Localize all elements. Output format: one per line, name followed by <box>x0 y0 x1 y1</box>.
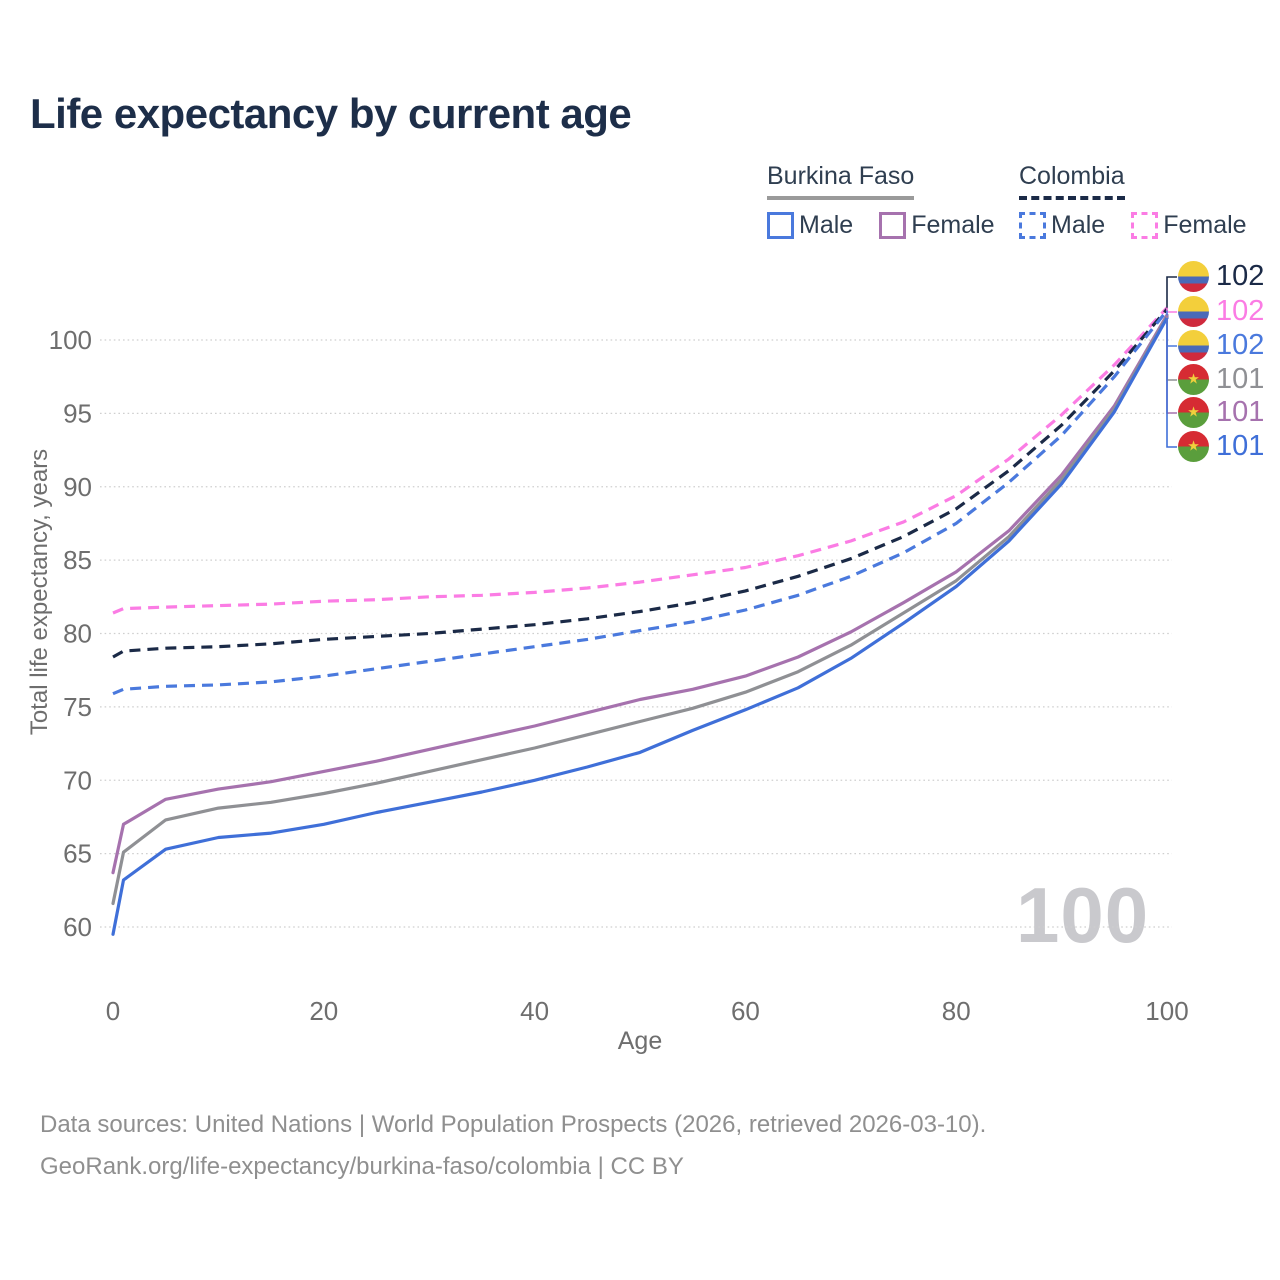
end-label-connectors <box>1166 276 1177 448</box>
y-axis-label: Total life expectancy, years <box>26 449 53 735</box>
bf-male-label: Male <box>799 211 854 239</box>
bf-female-swatch-icon <box>879 212 907 239</box>
connector-colombia-female <box>1166 307 1177 313</box>
y-tick-80: 80 <box>63 619 92 649</box>
y-axis-ticks: 60 65 70 75 80 85 90 95 100 <box>49 325 92 942</box>
series-line-burkina-faso-female <box>111 313 1169 875</box>
x-axis-label: Age <box>618 1027 662 1055</box>
x-axis-ticks: 0 20 40 60 80 100 <box>106 996 1189 1026</box>
y-tick-90: 90 <box>63 472 92 502</box>
y-tick-60: 60 <box>63 912 92 942</box>
y-tick-100: 100 <box>49 325 92 355</box>
footer-sources: Data sources: United Nations | World Pop… <box>40 1111 987 1138</box>
x-tick-60: 60 <box>731 996 760 1026</box>
x-tick-100: 100 <box>1145 996 1188 1026</box>
legend-country-colombia[interactable]: Colombia <box>1019 162 1125 200</box>
y-tick-95: 95 <box>63 398 92 428</box>
gridlines <box>100 339 1172 928</box>
age-watermark: 100 <box>1016 871 1150 959</box>
series-line-colombia-total <box>112 308 1169 659</box>
legend-burkina-faso: Burkina Faso Male Female <box>767 162 995 240</box>
co-female-swatch-icon <box>1131 212 1159 239</box>
connector-burkina-faso-female <box>1166 315 1177 414</box>
co-male-swatch-icon <box>1019 212 1046 239</box>
connector-burkina-faso-male <box>1166 318 1177 448</box>
bf-female-label: Female <box>911 211 995 239</box>
x-tick-80: 80 <box>942 996 971 1026</box>
legend-country-burkina-faso[interactable]: Burkina Faso <box>767 162 915 200</box>
legend-item-co-female[interactable]: Female <box>1131 211 1247 240</box>
y-tick-65: 65 <box>63 839 92 869</box>
series-line-colombia-female <box>112 306 1169 615</box>
series-lines <box>111 306 1169 936</box>
connector-burkina-faso-total <box>1166 316 1177 381</box>
series-line-colombia-male <box>112 309 1169 696</box>
legend-item-bf-female[interactable]: Female <box>879 211 995 240</box>
connector-colombia-total <box>1166 276 1177 310</box>
y-tick-85: 85 <box>63 545 92 575</box>
series-line-burkina-faso-male <box>111 316 1169 936</box>
x-tick-40: 40 <box>520 996 549 1026</box>
co-female-label: Female <box>1163 211 1247 239</box>
footer-attribution: GeoRank.org/life-expectancy/burkina-faso… <box>40 1153 684 1180</box>
legend-colombia: Colombia Male Female <box>1019 162 1247 240</box>
legend-item-co-male[interactable]: Male <box>1019 211 1105 240</box>
bf-male-swatch-icon <box>767 212 794 239</box>
x-tick-0: 0 <box>106 996 120 1026</box>
x-tick-20: 20 <box>309 996 338 1026</box>
series-line-burkina-faso-total <box>111 314 1169 906</box>
y-tick-75: 75 <box>63 692 92 722</box>
y-tick-70: 70 <box>63 765 92 795</box>
legend-item-bf-male[interactable]: Male <box>767 211 853 240</box>
page-title: Life expectancy by current age <box>30 90 632 137</box>
connector-colombia-male <box>1166 310 1177 347</box>
footer: Data sources: United Nations | World Pop… <box>40 1104 986 1188</box>
co-male-label: Male <box>1051 211 1106 239</box>
